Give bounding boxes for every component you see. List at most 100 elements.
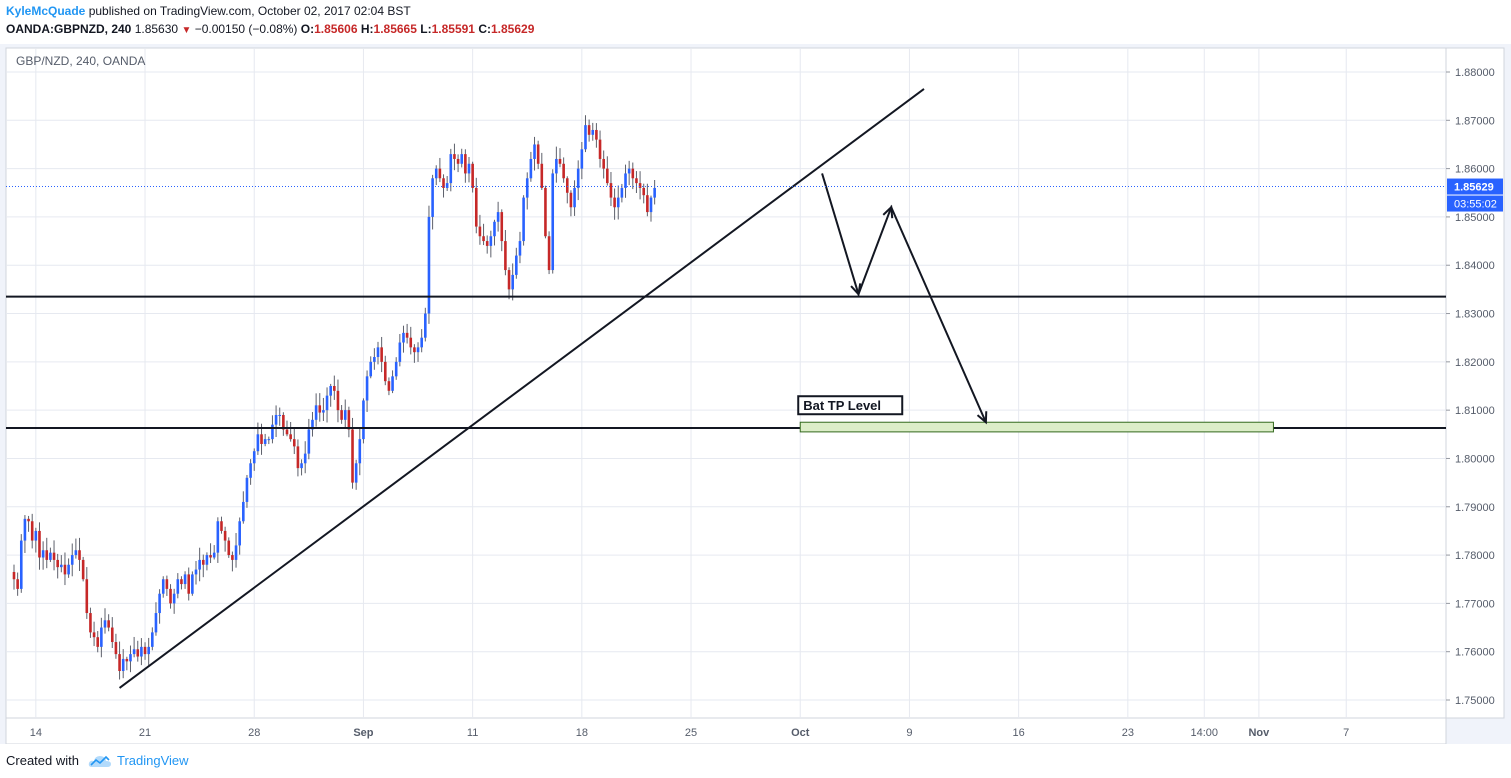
candle-body xyxy=(518,241,522,256)
candle xyxy=(442,174,445,198)
candle-body xyxy=(434,168,438,179)
symbol-label[interactable]: OANDA:GBPNZD, 240 xyxy=(6,22,132,36)
author-link[interactable]: KyleMcQuade xyxy=(6,4,86,18)
x-tick-label: 11 xyxy=(467,727,478,739)
candle-body xyxy=(405,332,409,338)
candle-body xyxy=(23,518,27,541)
candle xyxy=(322,397,325,422)
candle xyxy=(249,459,252,485)
candle xyxy=(34,527,38,553)
candle-body xyxy=(110,627,114,643)
candle-body xyxy=(107,620,110,628)
candle-body xyxy=(340,410,343,420)
candle-body xyxy=(256,434,260,452)
candle-body xyxy=(394,361,398,377)
candle-body xyxy=(151,632,154,647)
candle-body xyxy=(544,187,547,237)
candle-body xyxy=(201,559,205,565)
candle xyxy=(398,334,402,367)
candle xyxy=(555,146,558,183)
candle-body xyxy=(427,216,431,314)
candle xyxy=(329,383,332,407)
candle-body xyxy=(424,313,427,338)
candle-body xyxy=(653,187,656,198)
candle-body xyxy=(118,654,121,672)
candle-body xyxy=(649,197,653,213)
countdown-badge-label: 03:55:02 xyxy=(1454,199,1497,211)
candle-body xyxy=(431,178,434,217)
candle xyxy=(482,223,485,246)
candle-body xyxy=(380,347,383,362)
candle xyxy=(19,534,23,593)
arrow-head xyxy=(882,205,894,219)
candle xyxy=(271,415,274,444)
candle-body xyxy=(176,579,180,594)
tradingview-cloud-icon[interactable] xyxy=(88,753,112,769)
candle xyxy=(183,571,187,589)
candle xyxy=(23,515,27,554)
candle xyxy=(205,552,209,571)
candle-body xyxy=(147,646,150,655)
candle-body xyxy=(161,579,165,594)
candle xyxy=(169,584,172,609)
candle xyxy=(125,656,129,671)
candle xyxy=(96,631,100,653)
candle-body xyxy=(602,158,605,169)
candle-body xyxy=(587,125,591,135)
candle-body xyxy=(30,521,34,541)
candle xyxy=(562,157,565,183)
candle-body xyxy=(311,419,314,430)
candle xyxy=(180,576,183,590)
candle xyxy=(340,405,343,424)
candle-body xyxy=(464,154,467,174)
candle-body xyxy=(613,197,616,208)
candle xyxy=(471,161,474,193)
candle xyxy=(143,642,147,660)
y-tick-label: 1.79000 xyxy=(1455,502,1495,514)
candle xyxy=(424,307,427,342)
price-chart[interactable]: GBP/NZD, 240, OANDA 1.88000 1.87000 1.8600… xyxy=(0,44,1511,744)
candle-body xyxy=(329,386,332,396)
candle-body xyxy=(60,564,63,568)
candle-body xyxy=(365,376,369,401)
projection-path xyxy=(821,173,987,423)
candle xyxy=(318,393,322,422)
published-text: published on TradingView.com, October 02… xyxy=(88,4,411,18)
candle xyxy=(52,540,56,571)
candle-body xyxy=(74,550,78,556)
candle xyxy=(540,152,544,190)
candle-body xyxy=(383,361,387,382)
x-tick-label: 14:00 xyxy=(1191,727,1219,739)
candle xyxy=(63,552,67,586)
candle-body xyxy=(278,414,282,416)
candle xyxy=(485,235,489,254)
candle xyxy=(387,377,391,396)
candle-body xyxy=(81,559,85,580)
candle-body xyxy=(409,337,413,348)
time-axis[interactable] xyxy=(5,717,1447,744)
candle-body xyxy=(300,463,303,469)
candle-body xyxy=(624,173,627,188)
candle-body xyxy=(445,183,449,188)
price-axis[interactable] xyxy=(1445,47,1505,719)
candle xyxy=(500,209,504,252)
candle xyxy=(606,156,609,186)
candle xyxy=(449,148,453,192)
candle-body xyxy=(576,168,580,188)
candle xyxy=(38,522,41,570)
candle-body xyxy=(85,579,89,614)
candle xyxy=(580,141,584,180)
candle xyxy=(453,143,456,171)
candle xyxy=(347,406,351,438)
candle xyxy=(515,247,518,279)
candle xyxy=(154,602,158,636)
candle xyxy=(336,379,340,423)
candle-body xyxy=(252,451,256,464)
tradingview-brand[interactable]: TradingView xyxy=(117,753,189,768)
candle xyxy=(413,344,416,363)
candle xyxy=(504,230,507,276)
candle xyxy=(489,230,493,258)
candle xyxy=(627,160,631,186)
candle xyxy=(642,183,646,204)
y-tick-label: 1.86000 xyxy=(1455,164,1495,176)
